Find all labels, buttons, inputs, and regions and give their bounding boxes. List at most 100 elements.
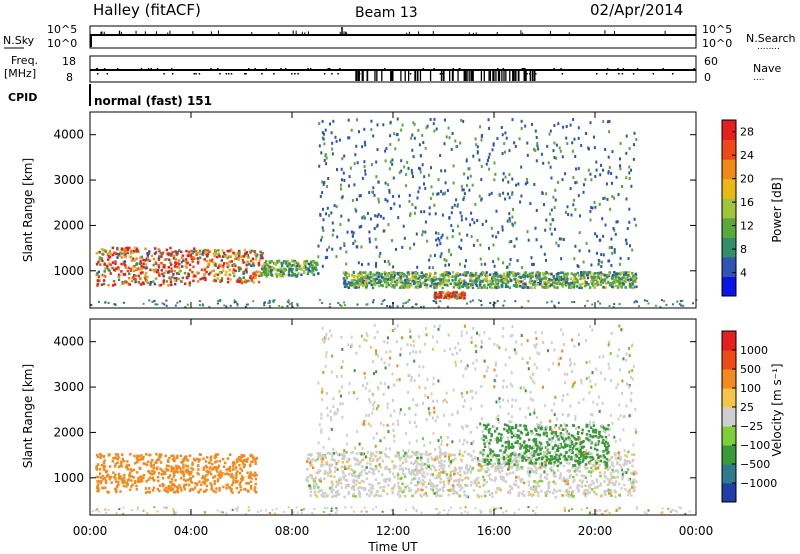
heatmap-cell	[572, 273, 575, 277]
heatmap-cell	[623, 273, 626, 276]
heatmap-cell	[546, 441, 549, 444]
heatmap-cell	[112, 284, 115, 287]
heatmap-cell	[438, 460, 441, 463]
heatmap-cell	[445, 259, 448, 263]
heatmap-cell	[172, 454, 175, 458]
heatmap-cell	[598, 272, 601, 275]
heatmap-cell	[504, 175, 507, 179]
heatmap-cell	[416, 284, 419, 287]
heatmap-cell	[310, 474, 313, 477]
heatmap-cell	[593, 282, 596, 286]
heatmap-cell	[147, 478, 150, 481]
heatmap-cell	[617, 193, 620, 197]
heatmap-cell	[205, 259, 208, 263]
heatmap-cell	[114, 473, 117, 477]
heatmap-cell	[126, 269, 129, 273]
heatmap-cell	[601, 435, 604, 439]
heatmap-cell	[457, 283, 460, 286]
heatmap-cell	[587, 429, 591, 433]
heatmap-cell	[546, 271, 549, 275]
heatmap-cell	[499, 194, 502, 198]
heatmap-cell	[171, 275, 174, 279]
heatmap-cell	[96, 463, 100, 466]
heatmap-cell	[525, 459, 528, 462]
heatmap-cell	[524, 271, 527, 274]
heatmap-cell	[520, 444, 523, 447]
heatmap-cell	[323, 181, 326, 184]
heatmap-cell	[592, 482, 595, 485]
nave-dot	[693, 68, 695, 70]
heatmap-cell	[536, 453, 539, 456]
heatmap-cell	[514, 278, 517, 281]
heatmap-cell	[165, 280, 169, 283]
heatmap-cell	[156, 475, 160, 479]
heatmap-cell	[401, 123, 404, 127]
heatmap-cell	[254, 276, 257, 280]
heatmap-cell	[176, 466, 179, 470]
heatmap-cell	[486, 461, 489, 464]
heatmap-cell	[229, 278, 232, 281]
heatmap-cell	[611, 195, 614, 198]
heatmap-cell	[632, 274, 636, 277]
heatmap-cell	[470, 283, 473, 286]
heatmap-cell	[591, 284, 595, 287]
heatmap-cell	[140, 255, 143, 259]
heatmap-cell	[176, 265, 179, 269]
heatmap-cell	[177, 270, 181, 274]
heatmap-cell	[292, 273, 295, 277]
heatmap-cell	[109, 251, 112, 255]
nave-dot	[171, 73, 174, 75]
heatmap-cell	[440, 462, 443, 466]
heatmap-cell	[483, 277, 486, 281]
heatmap-cell	[146, 254, 149, 257]
heatmap-cell	[515, 273, 519, 276]
heatmap-cell	[507, 440, 510, 443]
heatmap-cell	[603, 442, 606, 445]
heatmap-cell	[692, 302, 694, 305]
heatmap-cell	[254, 258, 258, 261]
heatmap-cell	[497, 469, 500, 472]
heatmap-cell	[228, 249, 231, 253]
heatmap-cell	[430, 185, 433, 189]
heatmap-cell	[177, 272, 181, 276]
heatmap-cell	[125, 280, 128, 284]
heatmap-cell	[608, 166, 611, 169]
heatmap-cell	[366, 303, 369, 306]
heatmap-cell	[527, 472, 530, 476]
heatmap-cell	[577, 167, 580, 170]
heatmap-cell	[199, 453, 202, 457]
heatmap-cell	[514, 441, 517, 444]
heatmap-cell	[408, 199, 411, 203]
heatmap-cell	[197, 491, 201, 494]
heatmap-cell	[585, 488, 588, 492]
heatmap-cell	[580, 481, 584, 485]
heatmap-cell	[569, 282, 572, 286]
heatmap-cell	[371, 274, 375, 278]
heatmap-cell	[455, 145, 458, 149]
heatmap-cell	[400, 285, 403, 288]
heatmap-cell	[131, 276, 135, 279]
heatmap-cell	[359, 276, 363, 280]
heatmap-cell	[607, 155, 610, 159]
heatmap-cell	[162, 470, 166, 474]
heatmap-cell	[409, 246, 412, 250]
heatmap-cell	[374, 455, 377, 458]
heatmap-cell	[558, 457, 561, 461]
heatmap-cell	[431, 458, 435, 461]
heatmap-cell	[457, 480, 461, 484]
heatmap-cell	[547, 486, 550, 490]
heatmap-cell	[369, 486, 373, 490]
heatmap-cell	[413, 281, 417, 285]
heatmap-cell	[144, 487, 148, 490]
heatmap-cell	[539, 447, 542, 450]
heatmap-cell	[135, 262, 139, 265]
heatmap-cell	[465, 217, 468, 221]
heatmap-cell	[503, 299, 506, 302]
heatmap-cell	[97, 487, 100, 491]
heatmap-cell	[545, 456, 548, 459]
heatmap-cell	[420, 271, 423, 274]
heatmap-cell	[599, 283, 603, 286]
heatmap-cell	[391, 491, 394, 495]
nsearch-label: N.Search	[746, 32, 796, 45]
heatmap-cell	[447, 482, 450, 485]
